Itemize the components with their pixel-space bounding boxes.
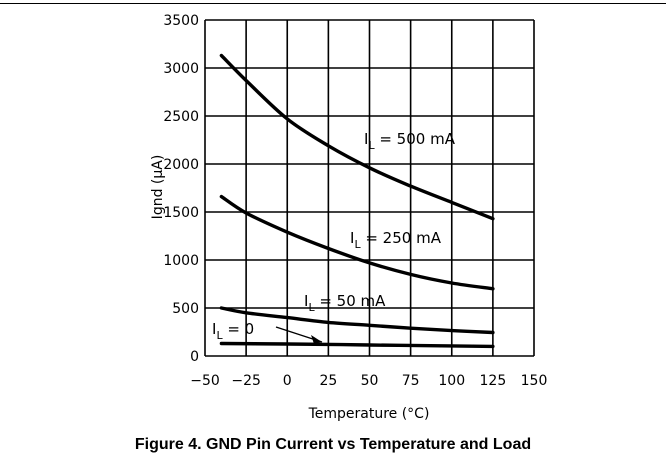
series-label-3: IL = 0 [212, 320, 254, 342]
x-axis-label: Temperature (°C) [308, 406, 430, 422]
y-tick-label-5: 2500 [163, 109, 199, 125]
annotations: IL = 500 mA IL = 250 mA IL = 50 mA IL = 0 [212, 130, 456, 344]
series-line-0 [219, 53, 495, 221]
x-tick-label-3: 25 [319, 373, 337, 389]
series-line-1 [219, 194, 495, 291]
x-tick-label-2: 0 [283, 373, 292, 389]
x-tick-label-8: 150 [521, 373, 548, 389]
figure-caption: Figure 4. GND Pin Current vs Temperature… [134, 436, 532, 453]
grid [204, 19, 535, 357]
tick-labels: −50 −25 0 25 50 75 100 125 150050010001500200025… [163, 13, 547, 389]
top-rule [0, 3, 666, 4]
x-tick-label-0: −50 [190, 373, 220, 389]
y-tick-label-3: 1500 [163, 205, 199, 221]
y-axis-label: Ignd (μA) [150, 155, 166, 220]
series-label-1: IL = 250 mA [350, 229, 442, 251]
y-tick-label-1: 500 [172, 301, 199, 317]
y-tick-label-4: 2000 [163, 157, 199, 173]
y-tick-label-2: 1000 [163, 253, 199, 269]
y-tick-label-7: 3500 [163, 13, 199, 29]
x-tick-label-1: −25 [231, 373, 261, 389]
x-tick-label-4: 50 [361, 373, 379, 389]
series-label-2: IL = 50 mA [304, 292, 386, 314]
series-line-3 [219, 341, 495, 349]
x-tick-label-5: 75 [402, 373, 420, 389]
curves [219, 53, 495, 349]
gnd-current-chart: −50 −25 0 25 50 75 100 125 150050010001500200025… [150, 13, 547, 422]
annotation-arrow-head [311, 335, 322, 344]
series-line-2 [219, 306, 495, 335]
x-tick-label-6: 100 [438, 373, 465, 389]
x-tick-label-7: 125 [480, 373, 507, 389]
y-tick-label-6: 3000 [163, 61, 199, 77]
y-tick-label-0: 0 [190, 349, 199, 365]
series-label-0: IL = 500 mA [364, 130, 456, 152]
